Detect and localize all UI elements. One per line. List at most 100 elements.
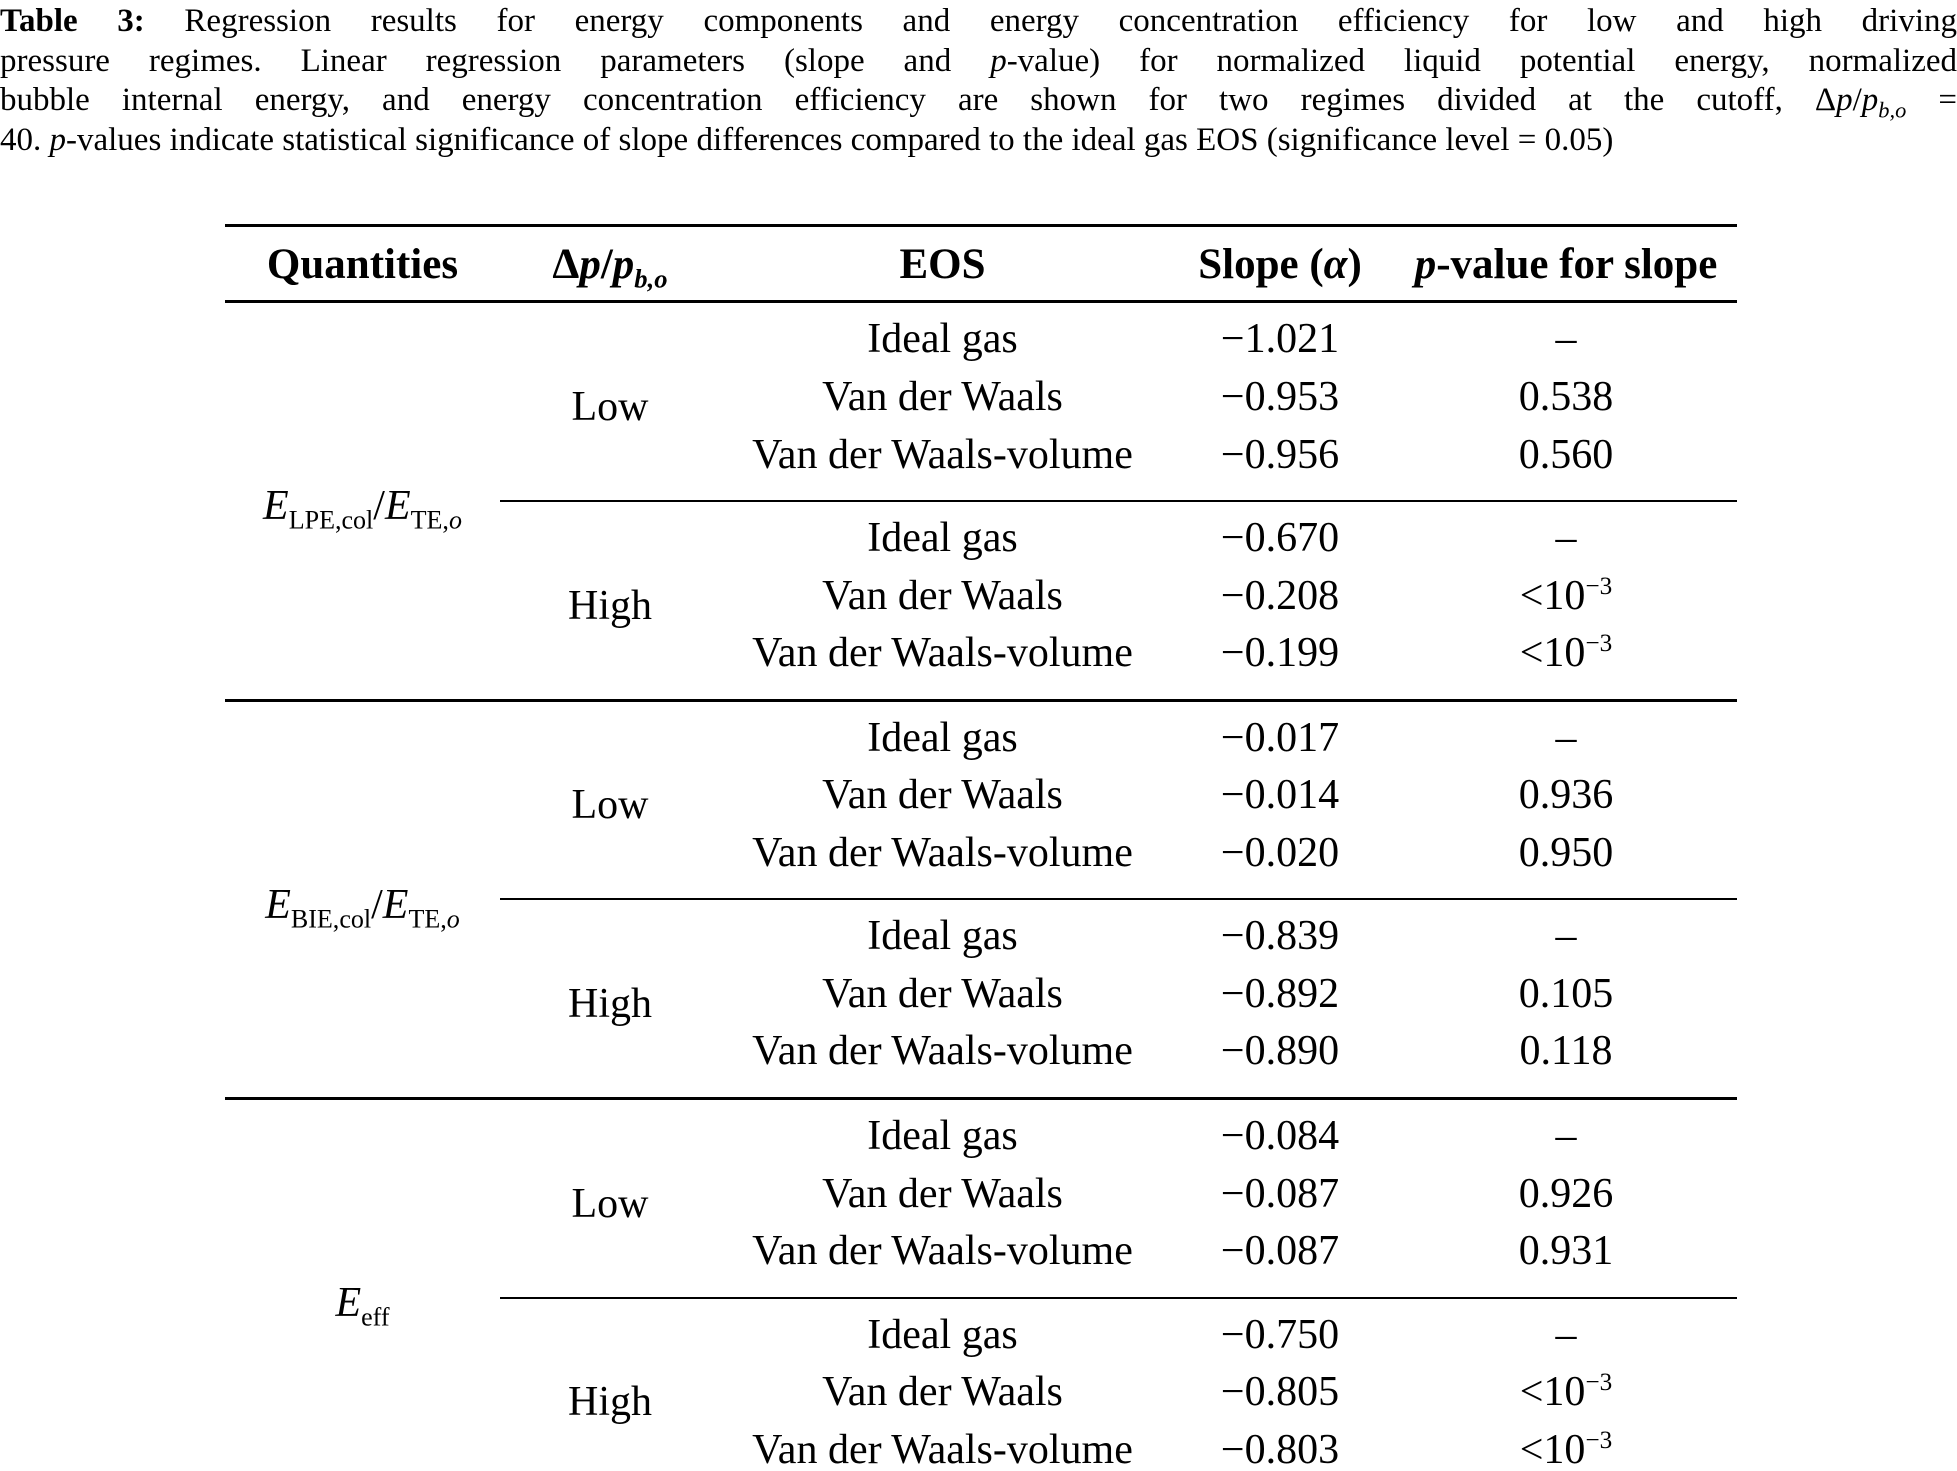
table-row: ELPE,col/ETE,o Low Ideal gas −1.021 –	[225, 301, 1737, 702]
pvalue-cell: 0.105	[1395, 966, 1737, 1024]
pvalue-exponent: −3	[1585, 630, 1613, 658]
eos-cell: Van der Waals-volume	[720, 426, 1165, 503]
pvalue-cell: 0.950	[1395, 824, 1737, 901]
pvalue-text: 0.950	[1518, 829, 1614, 876]
slope-cell: −0.208	[1220, 572, 1340, 619]
pvalue-text: 0.118	[1519, 1028, 1613, 1075]
table-row: Van der Waals-volume −0.803 <10−3	[225, 1421, 1737, 1471]
pvalue-cell: 0.538	[1395, 369, 1737, 427]
eos-cell: Van der Waals	[822, 970, 1063, 1017]
col-header-pvalue: p-value for slope	[1395, 223, 1737, 304]
math-slash: /	[1852, 82, 1862, 118]
caption-text-3a: bubble internal energy, and energy conce…	[0, 82, 1783, 118]
pvalue-text: –	[1555, 1311, 1577, 1358]
pvalue-cell: –	[1395, 501, 1737, 568]
delta-symbol: Δ	[552, 241, 580, 288]
pvalue-cell: <10−3	[1395, 1364, 1737, 1422]
pvalue-text: 0.926	[1518, 1170, 1614, 1217]
pvalue-cell: <10−3	[1395, 625, 1737, 702]
slope-cell: −0.956	[1165, 426, 1395, 503]
pvalue-cell: –	[1395, 899, 1737, 966]
eos-cell: Van der Waals-volume	[720, 1421, 1165, 1471]
table-header-row: Quantities Δp/pb,o EOS Slope (α) p-value…	[225, 223, 1737, 304]
slope-cell: −0.087	[1220, 1170, 1340, 1217]
pvalue-text: –	[1555, 1113, 1577, 1159]
table-row: Van der Waals-volume −0.020 0.950	[225, 824, 1737, 901]
slope-cell: −0.199	[1165, 625, 1395, 702]
eos-cell: Van der Waals-volume	[720, 1223, 1165, 1299]
eos-cell: Van der Waals	[822, 1369, 1063, 1416]
table-row: Van der Waals-volume −0.087 0.931	[225, 1223, 1737, 1299]
pressure-ratio-subscript: b,o	[634, 263, 668, 294]
eos-cell: Ideal gas	[867, 714, 1018, 761]
math-slash: /	[600, 241, 613, 288]
pvalue-text: <10	[1519, 1426, 1586, 1471]
pvalue-cell: <10−3	[1395, 1421, 1737, 1471]
regime-label: High	[500, 1297, 720, 1471]
pvalue-cell: –	[1395, 1298, 1737, 1365]
pvalue-cell: –	[1395, 1099, 1737, 1166]
delta-symbol: Δ	[1814, 82, 1837, 118]
caption-text-1: Regression results for energy components…	[184, 3, 1957, 39]
caption-table-label: Table 3:	[0, 3, 145, 39]
pvalue-cell: –	[1395, 302, 1737, 369]
table-row: Van der Waals −0.953 0.538	[225, 369, 1737, 427]
eos-cell: Van der Waals-volume	[720, 625, 1165, 702]
regime-label: High	[500, 899, 720, 1101]
pvalue-cell: –	[1395, 700, 1737, 767]
table-row: Van der Waals −0.208 <10−3	[225, 568, 1737, 626]
eos-cell: Ideal gas	[867, 515, 1018, 562]
pvalue-text: –	[1555, 714, 1577, 761]
table-body: ELPE,col/ETE,o Low Ideal gas −1.021– Van der…	[225, 301, 1737, 1471]
regime-label: Low	[500, 700, 720, 901]
caption-line-4: 40. p-values indicate statistical signif…	[0, 121, 1957, 161]
pvalue-cell: 0.931	[1395, 1223, 1737, 1299]
pvalue-cell: 0.560	[1395, 426, 1737, 503]
table-row: Van der Waals −0.014 0.936	[225, 767, 1737, 825]
table-row: High Ideal gas −0.750 –	[225, 1297, 1737, 1471]
regression-table: Quantities Δp/pb,o EOS Slope (α) p-value…	[225, 223, 1737, 1471]
pressure-ratio-subscript: b,o	[1878, 97, 1907, 123]
pressure-ratio-math: Δp/pb,o	[1814, 82, 1906, 121]
slope-cell: −0.084	[1220, 1113, 1340, 1159]
slope-cell: −0.803	[1165, 1421, 1395, 1471]
slope-cell: −0.839	[1220, 913, 1340, 960]
pvalue-text: 0.931	[1518, 1228, 1614, 1275]
table-row: Van der Waals −0.087 0.926	[225, 1166, 1737, 1224]
table-row: Van der Waals −0.892 0.105	[225, 966, 1737, 1024]
caption-text-2b: -value) for normalized liquid potential …	[1006, 42, 1957, 79]
slope-cell: −0.750	[1220, 1311, 1340, 1358]
pvalue-text: –	[1555, 316, 1577, 363]
col-header-slope: Slope (α)	[1165, 223, 1395, 304]
pvalue-text: 0.560	[1518, 431, 1614, 478]
caption-line-3: bubble internal energy, and energy conce…	[0, 81, 1957, 121]
caption-text-4a: 40.	[0, 121, 42, 158]
eos-cell: Van der Waals-volume	[720, 1023, 1165, 1101]
pvalue-exponent: −3	[1585, 1369, 1613, 1397]
pvalue-text: 0.936	[1518, 772, 1614, 819]
pvalue-exponent: −3	[1585, 1426, 1613, 1454]
col-header-eos: EOS	[720, 223, 1165, 304]
table-row: Van der Waals −0.805 <10−3	[225, 1364, 1737, 1422]
eos-cell: Ideal gas	[867, 1113, 1018, 1159]
pvalue-cell: 0.926	[1395, 1166, 1737, 1224]
slope-cell: −0.670	[1220, 515, 1340, 562]
pvalue-text: <10	[1519, 630, 1586, 677]
slope-cell: −1.021	[1220, 316, 1340, 363]
eos-cell: Ideal gas	[867, 316, 1018, 363]
regime-label: High	[500, 501, 720, 702]
caption-line-2: pressure regimes. Linear regression para…	[0, 42, 1957, 82]
caption-p-italic: p	[990, 42, 1007, 79]
eos-cell: Van der Waals-volume	[720, 824, 1165, 901]
col-header-pressure-ratio: Δp/pb,o	[500, 223, 720, 304]
table-row: High Ideal gas −0.670 –	[225, 501, 1737, 702]
eos-cell: Van der Waals	[822, 1170, 1063, 1217]
caption-p2-italic: p	[1861, 82, 1879, 118]
caption-p-italic-2: p	[49, 121, 67, 158]
pvalue-cell: <10−3	[1395, 568, 1737, 626]
slope-cell: −0.014	[1220, 772, 1340, 819]
caption-text-4b: -values indicate statistical significanc…	[66, 121, 1614, 158]
pvalue-exponent: −3	[1585, 572, 1613, 600]
pvalue-cell: 0.118	[1395, 1023, 1737, 1101]
